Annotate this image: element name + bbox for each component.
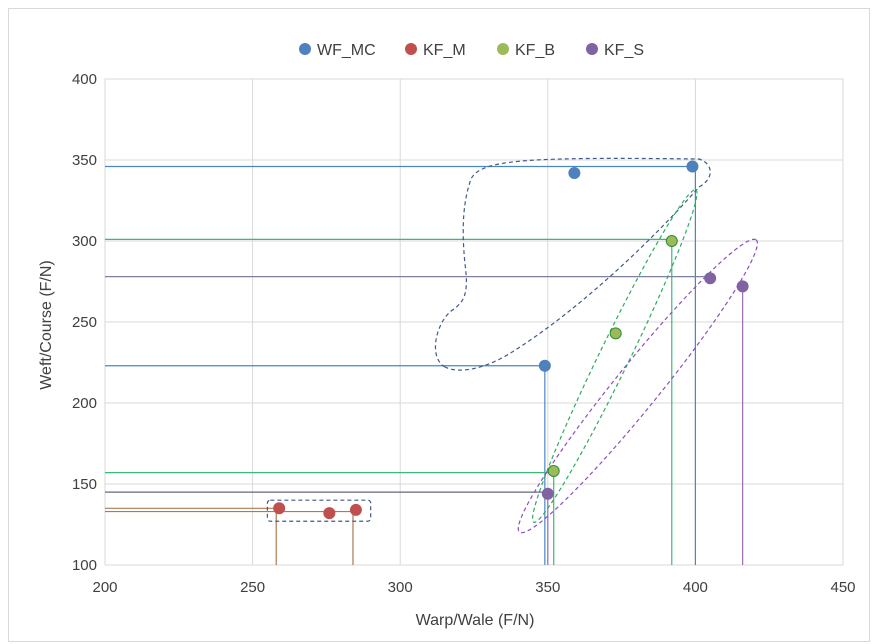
data-point-wf-mc	[538, 359, 551, 372]
x-axis-title: Warp/Wale (F/N)	[416, 612, 535, 629]
x-tick-label: 450	[830, 579, 855, 596]
legend-marker	[497, 43, 509, 55]
data-point-kf-s	[704, 272, 717, 285]
outline-kf-s	[517, 238, 758, 534]
x-tick-label: 400	[683, 579, 708, 596]
data-point-wf-mc	[568, 166, 581, 179]
y-tick-label: 200	[72, 395, 97, 412]
reference-lines	[105, 165, 744, 565]
outline-kf-m	[266, 499, 372, 522]
x-tick-label: 200	[92, 579, 117, 596]
y-tick-label: 400	[72, 71, 97, 88]
data-point-wf-mc	[686, 160, 699, 173]
y-tick-label: 150	[72, 476, 97, 493]
legend-marker	[586, 43, 598, 55]
x-tick-label: 300	[388, 579, 413, 596]
tick-labels: 200 250 300 350 400 450 100 150 200 250 300 350 400	[72, 71, 856, 596]
scatter-chart: 200 250 300 350 400 450100150200250300350400 …	[38, 42, 856, 629]
chart-frame: 200 250 300 350 400 450 100 150 200 250 300 350 400 …	[8, 8, 870, 642]
y-tick-label: 100	[72, 557, 97, 574]
y-axis-title: Weft/Course (F/N)	[38, 260, 55, 390]
legend-label: KF_M	[423, 42, 466, 59]
data-point-kf-b	[609, 327, 622, 340]
x-tick-label: 250	[240, 579, 265, 596]
data-point-kf-m	[349, 503, 362, 516]
data-point-kf-m	[323, 507, 336, 520]
data-point-kf-s	[541, 487, 554, 500]
group-outlines	[266, 157, 758, 534]
data-point-kf-b	[547, 465, 560, 478]
y-tick-label: 350	[72, 152, 97, 169]
legend-label: WF_MC	[317, 42, 376, 59]
legend-label: KF_B	[515, 42, 555, 59]
data-point-kf-m	[273, 502, 286, 515]
data-point-kf-b	[665, 235, 678, 247]
y-tick-label: 300	[72, 233, 97, 250]
y-tick-label: 250	[72, 314, 97, 331]
legend-marker	[405, 43, 417, 55]
data-points	[273, 160, 749, 520]
outline-kf-b	[531, 189, 698, 524]
legend: WF_MC KF_M KF_B KF_S	[299, 42, 644, 59]
x-tick-label: 350	[535, 579, 560, 596]
legend-label: KF_S	[604, 42, 644, 59]
outline-wf-mc	[434, 157, 711, 371]
legend-marker	[299, 43, 311, 55]
data-point-kf-s	[736, 280, 749, 293]
